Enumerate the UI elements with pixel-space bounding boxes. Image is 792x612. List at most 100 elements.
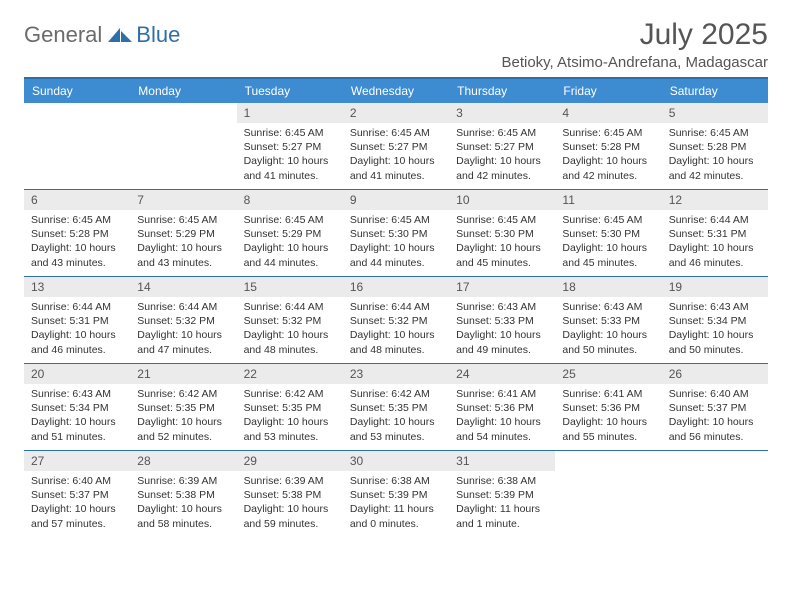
daylight-text: Daylight: 10 hours and 59 minutes. [244,502,336,530]
sunset-text: Sunset: 5:35 PM [137,401,229,415]
calendar-day: 18Sunrise: 6:43 AMSunset: 5:33 PMDayligh… [555,277,661,363]
day-number: 22 [237,364,343,384]
day-number: 3 [449,103,555,123]
sunrise-text: Sunrise: 6:45 AM [350,213,442,227]
day-details: Sunrise: 6:38 AMSunset: 5:39 PMDaylight:… [343,471,449,535]
sunset-text: Sunset: 5:32 PM [244,314,336,328]
daylight-text: Daylight: 10 hours and 48 minutes. [350,328,442,356]
calendar-day [24,103,130,189]
day-number: 25 [555,364,661,384]
day-number: 18 [555,277,661,297]
sunrise-text: Sunrise: 6:42 AM [244,387,336,401]
day-number: 29 [237,451,343,471]
sunset-text: Sunset: 5:38 PM [244,488,336,502]
sunset-text: Sunset: 5:32 PM [137,314,229,328]
calendar-day: 16Sunrise: 6:44 AMSunset: 5:32 PMDayligh… [343,277,449,363]
calendar-day: 27Sunrise: 6:40 AMSunset: 5:37 PMDayligh… [24,451,130,537]
sunset-text: Sunset: 5:30 PM [456,227,548,241]
daylight-text: Daylight: 10 hours and 45 minutes. [562,241,654,269]
sunset-text: Sunset: 5:33 PM [456,314,548,328]
daylight-text: Daylight: 10 hours and 44 minutes. [244,241,336,269]
calendar-day: 15Sunrise: 6:44 AMSunset: 5:32 PMDayligh… [237,277,343,363]
calendar-day: 4Sunrise: 6:45 AMSunset: 5:28 PMDaylight… [555,103,661,189]
calendar-day: 12Sunrise: 6:44 AMSunset: 5:31 PMDayligh… [662,190,768,276]
day-details: Sunrise: 6:45 AMSunset: 5:28 PMDaylight:… [24,210,130,274]
calendar-day: 22Sunrise: 6:42 AMSunset: 5:35 PMDayligh… [237,364,343,450]
sunrise-text: Sunrise: 6:43 AM [456,300,548,314]
day-number: 24 [449,364,555,384]
day-details: Sunrise: 6:44 AMSunset: 5:31 PMDaylight:… [662,210,768,274]
weekday-label: Tuesday [237,79,343,103]
day-number: 14 [130,277,236,297]
sunrise-text: Sunrise: 6:44 AM [244,300,336,314]
calendar: SundayMondayTuesdayWednesdayThursdayFrid… [24,77,768,537]
sunrise-text: Sunrise: 6:45 AM [244,126,336,140]
day-details: Sunrise: 6:45 AMSunset: 5:30 PMDaylight:… [555,210,661,274]
day-details: Sunrise: 6:45 AMSunset: 5:27 PMDaylight:… [449,123,555,187]
calendar-day: 26Sunrise: 6:40 AMSunset: 5:37 PMDayligh… [662,364,768,450]
daylight-text: Daylight: 10 hours and 53 minutes. [350,415,442,443]
day-details: Sunrise: 6:43 AMSunset: 5:34 PMDaylight:… [662,297,768,361]
calendar-week: 6Sunrise: 6:45 AMSunset: 5:28 PMDaylight… [24,189,768,276]
day-number: 1 [237,103,343,123]
calendar-day: 20Sunrise: 6:43 AMSunset: 5:34 PMDayligh… [24,364,130,450]
day-number: 9 [343,190,449,210]
sunrise-text: Sunrise: 6:45 AM [456,213,548,227]
sunset-text: Sunset: 5:28 PM [31,227,123,241]
sunset-text: Sunset: 5:28 PM [669,140,761,154]
daylight-text: Daylight: 10 hours and 50 minutes. [562,328,654,356]
day-details: Sunrise: 6:43 AMSunset: 5:33 PMDaylight:… [449,297,555,361]
day-number: 31 [449,451,555,471]
sunrise-text: Sunrise: 6:44 AM [137,300,229,314]
day-details: Sunrise: 6:40 AMSunset: 5:37 PMDaylight:… [24,471,130,535]
calendar-day: 9Sunrise: 6:45 AMSunset: 5:30 PMDaylight… [343,190,449,276]
day-details: Sunrise: 6:42 AMSunset: 5:35 PMDaylight:… [130,384,236,448]
month-title: July 2025 [501,18,768,52]
day-details: Sunrise: 6:45 AMSunset: 5:29 PMDaylight:… [237,210,343,274]
sunset-text: Sunset: 5:30 PM [562,227,654,241]
day-number: 15 [237,277,343,297]
day-number: 30 [343,451,449,471]
calendar-week: 20Sunrise: 6:43 AMSunset: 5:34 PMDayligh… [24,363,768,450]
calendar-day: 24Sunrise: 6:41 AMSunset: 5:36 PMDayligh… [449,364,555,450]
day-number: 13 [24,277,130,297]
sunset-text: Sunset: 5:34 PM [669,314,761,328]
day-number: 8 [237,190,343,210]
header: General Blue July 2025 Betioky, Atsimo-A… [24,18,768,71]
sunset-text: Sunset: 5:27 PM [350,140,442,154]
day-number [24,103,130,109]
daylight-text: Daylight: 10 hours and 42 minutes. [456,154,548,182]
day-details: Sunrise: 6:38 AMSunset: 5:39 PMDaylight:… [449,471,555,535]
calendar-day: 21Sunrise: 6:42 AMSunset: 5:35 PMDayligh… [130,364,236,450]
calendar-day: 31Sunrise: 6:38 AMSunset: 5:39 PMDayligh… [449,451,555,537]
sunset-text: Sunset: 5:34 PM [31,401,123,415]
calendar-week: 1Sunrise: 6:45 AMSunset: 5:27 PMDaylight… [24,103,768,189]
daylight-text: Daylight: 10 hours and 56 minutes. [669,415,761,443]
daylight-text: Daylight: 10 hours and 53 minutes. [244,415,336,443]
sunset-text: Sunset: 5:28 PM [562,140,654,154]
calendar-day [555,451,661,537]
day-number: 10 [449,190,555,210]
day-details: Sunrise: 6:44 AMSunset: 5:32 PMDaylight:… [130,297,236,361]
sunset-text: Sunset: 5:31 PM [669,227,761,241]
daylight-text: Daylight: 10 hours and 41 minutes. [350,154,442,182]
day-number: 26 [662,364,768,384]
calendar-week: 13Sunrise: 6:44 AMSunset: 5:31 PMDayligh… [24,276,768,363]
sunrise-text: Sunrise: 6:42 AM [137,387,229,401]
daylight-text: Daylight: 10 hours and 42 minutes. [669,154,761,182]
sunrise-text: Sunrise: 6:45 AM [562,126,654,140]
calendar-week: 27Sunrise: 6:40 AMSunset: 5:37 PMDayligh… [24,450,768,537]
calendar-day: 28Sunrise: 6:39 AMSunset: 5:38 PMDayligh… [130,451,236,537]
day-details: Sunrise: 6:43 AMSunset: 5:33 PMDaylight:… [555,297,661,361]
daylight-text: Daylight: 10 hours and 50 minutes. [669,328,761,356]
daylight-text: Daylight: 10 hours and 44 minutes. [350,241,442,269]
daylight-text: Daylight: 10 hours and 55 minutes. [562,415,654,443]
sunset-text: Sunset: 5:39 PM [350,488,442,502]
daylight-text: Daylight: 11 hours and 1 minute. [456,502,548,530]
day-number: 28 [130,451,236,471]
day-number: 7 [130,190,236,210]
daylight-text: Daylight: 11 hours and 0 minutes. [350,502,442,530]
day-details: Sunrise: 6:45 AMSunset: 5:27 PMDaylight:… [343,123,449,187]
weekday-label: Wednesday [343,79,449,103]
sunset-text: Sunset: 5:33 PM [562,314,654,328]
